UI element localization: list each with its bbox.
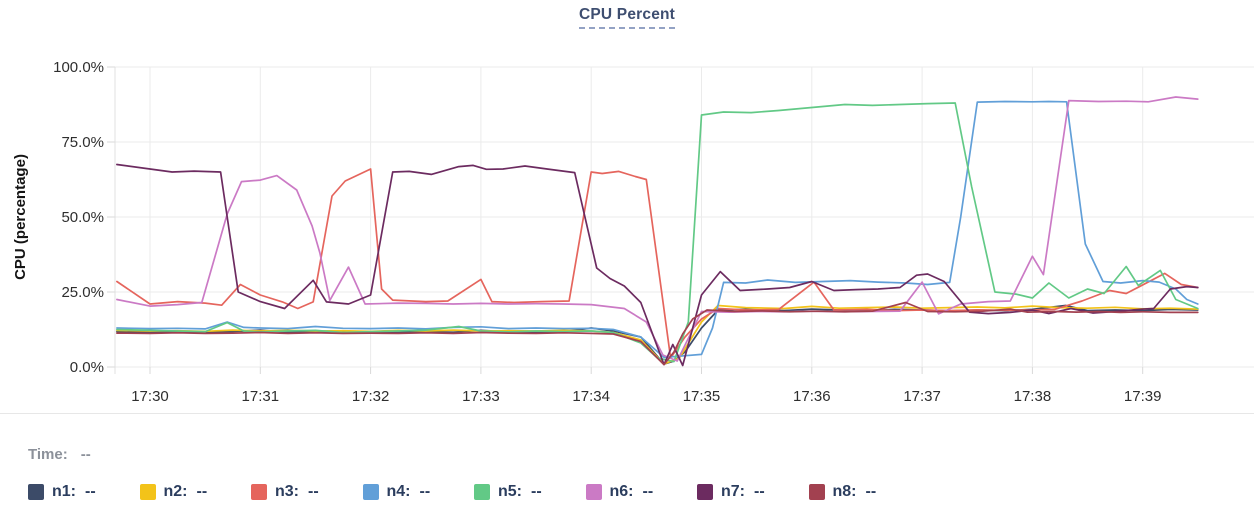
y-tick-label: 0.0% <box>70 359 104 376</box>
legend-value: -- <box>531 483 542 500</box>
series-line-n1 <box>116 304 1199 365</box>
legend-value: -- <box>308 483 319 500</box>
x-tick-label: 17:31 <box>242 388 280 405</box>
y-tick-label: 75.0% <box>61 134 104 151</box>
series-line-n8 <box>116 301 1199 366</box>
time-label: Time: <box>28 446 68 463</box>
x-tick-label: 17:39 <box>1124 388 1162 405</box>
time-value: -- <box>80 446 91 463</box>
x-tick-label: 17:38 <box>1014 388 1052 405</box>
legend-swatch-n7 <box>697 484 713 500</box>
series-line-n3 <box>116 168 1199 359</box>
chart-title[interactable]: CPU Percent <box>578 6 676 29</box>
x-tick-label: 17:30 <box>131 388 169 405</box>
legend-label: n1: <box>52 483 76 500</box>
y-axis-title: CPU (percentage) <box>12 154 29 280</box>
legend-item-n1[interactable]: n1: -- <box>28 483 123 501</box>
y-tick-label: 50.0% <box>61 209 104 226</box>
legend-item-n3[interactable]: n3: -- <box>251 483 346 501</box>
legend-value: -- <box>754 483 765 500</box>
legend-item-n7[interactable]: n7: -- <box>697 483 792 501</box>
x-tick-label: 17:37 <box>903 388 941 405</box>
legend-label: n3: <box>275 483 299 500</box>
legend-value: -- <box>642 483 654 500</box>
series-line-n5 <box>116 102 1199 363</box>
series-line-n4 <box>116 100 1199 359</box>
x-tick-label: 17:32 <box>352 388 390 405</box>
series-line-n7 <box>116 163 1199 367</box>
y-tick-label: 100.0% <box>53 59 104 76</box>
legend-item-n5[interactable]: n5: -- <box>474 483 569 501</box>
legend-item-n8[interactable]: n8: -- <box>808 483 904 501</box>
legend-swatch-n3 <box>251 484 267 500</box>
legend-swatch-n4 <box>362 484 379 500</box>
legend-swatch-n8 <box>808 484 825 500</box>
x-tick-label: 17:35 <box>683 388 721 405</box>
legend-value: -- <box>196 483 208 500</box>
legend-swatch-n2 <box>139 484 156 500</box>
series-line-n6 <box>116 96 1199 362</box>
legend-label: n4: <box>386 483 411 500</box>
legend-value: -- <box>85 483 96 500</box>
x-tick-label: 17:33 <box>462 388 500 405</box>
legend-label: n8: <box>832 483 857 500</box>
chart-title-wrap: CPU Percent <box>0 6 1254 29</box>
legend-swatch-n1 <box>28 484 44 500</box>
y-tick-label: 25.0% <box>61 284 104 301</box>
legend-item-n6[interactable]: n6: -- <box>585 483 681 501</box>
legend-swatch-n5 <box>474 484 490 500</box>
cpu-percent-line-chart: 100.0% 75.0% 50.0% 25.0% 0.0% 17:30 17:31 17:32… <box>12 59 1254 405</box>
legend-value: -- <box>865 483 877 500</box>
separator-line <box>0 413 1254 414</box>
x-tick-label: 17:34 <box>572 388 610 405</box>
legend-label: n6: <box>609 483 634 500</box>
legend: n1: -- n2: -- n3: -- n4: -- n5: -- n6: -- n7: -- n8: -- <box>28 483 920 501</box>
time-readout: Time: -- <box>28 446 91 463</box>
legend-item-n4[interactable]: n4: -- <box>362 483 458 501</box>
legend-value: -- <box>419 483 431 500</box>
legend-item-n2[interactable]: n2: -- <box>139 483 235 501</box>
legend-label: n5: <box>498 483 522 500</box>
legend-label: n2: <box>163 483 188 500</box>
x-tick-label: 17:36 <box>793 388 831 405</box>
legend-swatch-n6 <box>585 484 602 500</box>
legend-label: n7: <box>721 483 745 500</box>
